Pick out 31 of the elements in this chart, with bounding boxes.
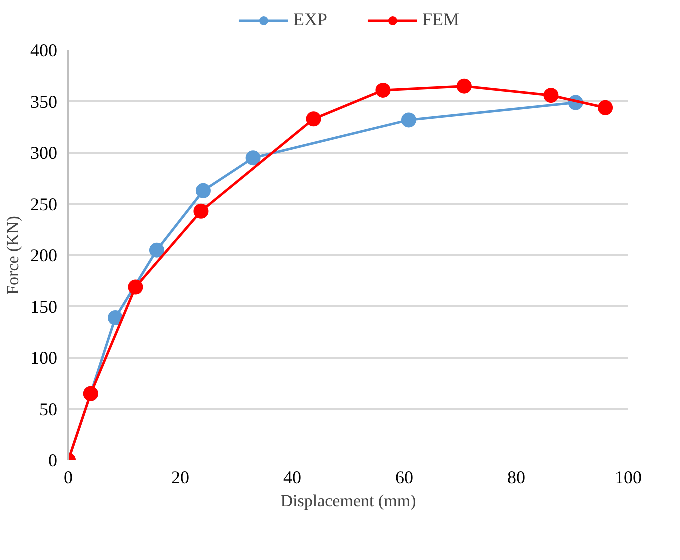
point — [456, 78, 472, 94]
x-tick-label: 100 — [615, 468, 642, 488]
y-tick-label: 100 — [30, 348, 58, 368]
point — [128, 280, 144, 295]
point — [376, 82, 391, 98]
point — [401, 112, 416, 128]
point — [306, 112, 322, 127]
x-axis-title: Displacement (mm) — [280, 492, 416, 510]
y-tick-label: 0 — [48, 450, 58, 470]
point — [246, 150, 261, 166]
x-tick-label: 80 — [508, 468, 526, 488]
x-tick-label: 40 — [284, 468, 302, 488]
point — [196, 183, 211, 198]
point — [149, 242, 164, 258]
y-tick-label: 50 — [40, 399, 58, 420]
y-tick-label: 150 — [30, 296, 58, 317]
legend-label: EXP — [293, 10, 328, 30]
x-tick-label: 0 — [64, 468, 73, 488]
y-axis-title: Force (KN) — [4, 216, 22, 295]
point — [598, 100, 614, 116]
y-tick-label: 300 — [30, 143, 58, 163]
point — [108, 310, 124, 326]
x-tick-label: 20 — [172, 468, 190, 488]
y-tick-label: 250 — [30, 194, 58, 214]
point — [544, 88, 559, 104]
y-tick-label: 400 — [30, 40, 58, 60]
y-tick-label: 350 — [30, 92, 58, 112]
x-tick-label: 60 — [396, 468, 414, 488]
y-tick-label: 200 — [30, 246, 58, 266]
point — [194, 204, 209, 219]
legend-label: FEM — [422, 10, 460, 30]
